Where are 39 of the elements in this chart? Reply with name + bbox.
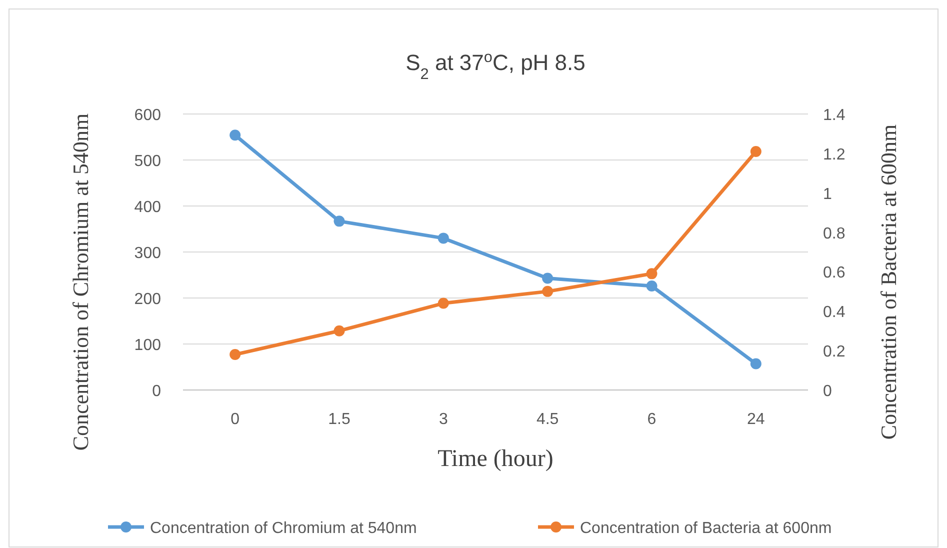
x-tick-label: 6 (647, 411, 656, 428)
point (334, 216, 345, 227)
y-tick-label: 100 (134, 337, 162, 354)
point (230, 130, 241, 141)
y-tick-label: 600 (134, 107, 162, 124)
legend-label: Concentration of Chromium at 540nm (150, 520, 417, 537)
x-tick-label: 0 (230, 411, 240, 428)
point (230, 349, 241, 360)
point (750, 146, 762, 157)
point (542, 286, 554, 297)
y2-tick-label: 0.2 (823, 344, 846, 361)
y-tick-label: 0 (152, 383, 162, 400)
y2-tick-label: 1.2 (823, 146, 846, 164)
point (438, 232, 449, 244)
y2-axis-title: Concentration of Bacteria at 600nm (876, 124, 901, 440)
y2-tick-label: 0.6 (823, 264, 846, 282)
point (646, 280, 658, 292)
x-tick-label: 24 (747, 411, 765, 428)
point (542, 272, 554, 284)
x-axis-title: Time (hour) (438, 446, 554, 472)
point (750, 358, 762, 370)
y-axis-title: Concentration of Chromium at 540nm (68, 113, 93, 451)
y-tick-label: 500 (134, 153, 162, 170)
point (334, 325, 345, 336)
y2-tick-label: 0.8 (823, 225, 846, 242)
legend-label: Concentration of Bacteria at 600nm (580, 520, 832, 537)
x-tick-label: 1.5 (328, 411, 350, 428)
chart-title: S$_{2}$ at 37$^{o}$C, pH 8.5 (406, 48, 586, 82)
y2-tick-label: 0 (823, 383, 832, 400)
y-tick-label: 200 (134, 291, 162, 308)
y2-tick-label: 1 (823, 186, 832, 203)
y-tick-label: 400 (134, 199, 162, 216)
y2-tick-label: 1.4 (823, 107, 846, 124)
point (438, 298, 449, 309)
y-tick-label: 300 (134, 245, 162, 262)
point (646, 268, 658, 280)
y2-tick-label: 0.4 (823, 304, 846, 322)
x-tick-label: 4.5 (536, 411, 559, 428)
x-tick-label: 3 (438, 411, 448, 428)
